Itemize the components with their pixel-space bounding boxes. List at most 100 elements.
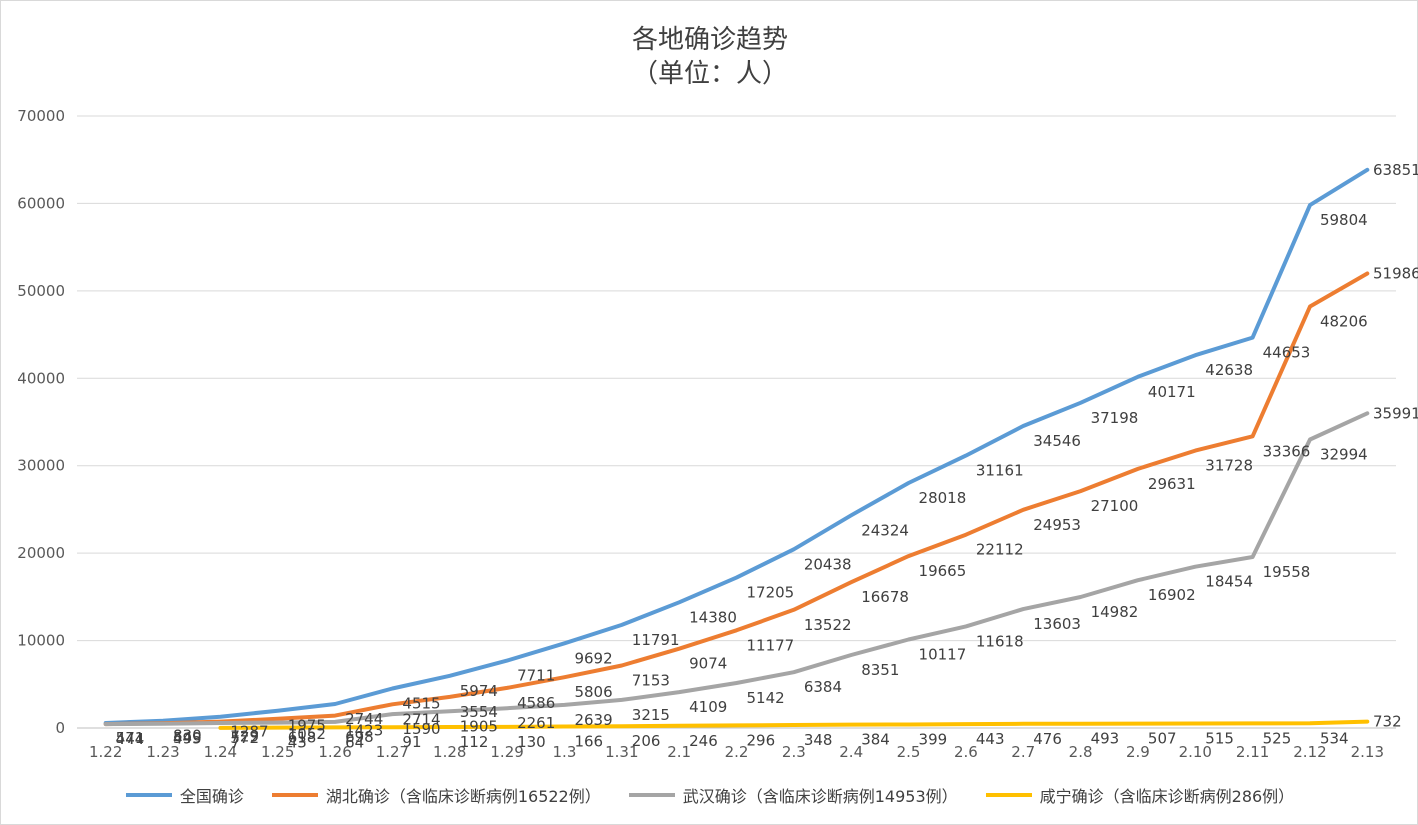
data-label: 44653 — [1263, 344, 1311, 362]
data-label: 830 — [173, 727, 202, 745]
data-label: 63851 — [1373, 161, 1418, 179]
y-tick-label: 10000 — [17, 632, 65, 650]
data-label: 1975 — [288, 717, 326, 735]
data-label: 51986 — [1373, 264, 1418, 282]
data-label: 3554 — [460, 703, 498, 721]
data-label: 525 — [1263, 729, 1292, 747]
y-tick-label: 60000 — [17, 194, 65, 212]
data-label: 495 — [173, 730, 202, 748]
x-tick-label: 2.11 — [1236, 743, 1269, 761]
data-label: 17205 — [747, 584, 795, 602]
legend-label: 武汉确诊（含临床诊断病例14953例） — [682, 787, 958, 806]
series-line-0 — [103, 167, 1370, 725]
data-label: 130 — [517, 733, 546, 751]
data-label: 18454 — [1205, 573, 1253, 591]
legend: 全国确诊 湖北确诊（含临床诊断病例16522例） 武汉确诊（含临床诊断病例14953… — [1, 783, 1418, 807]
x-tick-label: 1.23 — [146, 743, 179, 761]
data-label: 19558 — [1263, 563, 1311, 581]
data-label: 2639 — [574, 711, 612, 729]
x-tick-label: 2.4 — [839, 743, 863, 761]
data-label: 2744 — [345, 710, 383, 728]
x-tick-label: 2.7 — [1011, 743, 1035, 761]
data-label: 11791 — [632, 631, 680, 649]
data-label: 4515 — [402, 695, 440, 713]
data-label: 5974 — [460, 682, 498, 700]
y-tick-label: 50000 — [17, 282, 65, 300]
data-label: 43 — [288, 734, 307, 752]
data-label: 28018 — [919, 489, 967, 507]
data-label: 571 — [116, 729, 145, 747]
data-label: 732 — [1373, 713, 1402, 731]
x-tick-label: 1.27 — [376, 743, 409, 761]
data-label: 618 — [288, 729, 317, 747]
x-tick-label: 2.1 — [667, 743, 691, 761]
data-label: 7153 — [632, 671, 670, 689]
data-label: 6384 — [804, 678, 842, 696]
data-label: 14982 — [1091, 603, 1139, 621]
data-label: 9692 — [574, 649, 612, 667]
data-label: 348 — [804, 731, 833, 749]
chart-title: 各地确诊趋势 — [631, 25, 788, 55]
data-label: 13522 — [804, 616, 852, 634]
legend-label: 全国确诊 — [179, 787, 244, 806]
data-label: 2261 — [517, 714, 555, 732]
x-tick-label: 2.6 — [954, 743, 978, 761]
data-label: 1287 — [230, 723, 268, 741]
data-label: 4109 — [689, 698, 727, 716]
data-label: 64 — [345, 733, 364, 751]
data-label: 16678 — [861, 588, 909, 606]
x-tick-label: 1.31 — [605, 743, 638, 761]
x-tick-label: 1.24 — [204, 743, 237, 761]
data-label: 534 — [1320, 729, 1349, 747]
data-label: 476 — [1033, 730, 1062, 748]
data-label: 296 — [747, 731, 776, 749]
x-tick-label: 1.29 — [490, 743, 523, 761]
data-label: 444 — [116, 730, 145, 748]
x-tick-label: 2.5 — [897, 743, 921, 761]
legend-swatch — [271, 793, 318, 797]
y-tick-label: 40000 — [17, 369, 65, 387]
data-label: 443 — [976, 730, 1005, 748]
data-label: 572 — [230, 729, 259, 747]
data-label: 24324 — [861, 521, 909, 539]
series-line-1 — [103, 271, 1370, 727]
legend-swatch — [125, 793, 172, 797]
data-label: 32994 — [1320, 446, 1368, 464]
legend-swatch — [628, 793, 675, 797]
x-tick-label: 1.28 — [433, 743, 466, 761]
data-label: 444 — [116, 730, 145, 748]
data-label: 31161 — [976, 462, 1024, 480]
data-label: 166 — [574, 733, 603, 751]
data-label: 9074 — [689, 655, 727, 673]
x-tick-label: 2.8 — [1069, 743, 1093, 761]
legend-swatch — [985, 793, 1032, 797]
data-label: 1590 — [402, 720, 440, 738]
data-label: 7711 — [517, 667, 555, 685]
legend-item-1: 湖北确诊（含临床诊断病例16522例） — [271, 783, 601, 807]
x-tick-label: 1.25 — [261, 743, 294, 761]
data-label: 493 — [1091, 730, 1120, 748]
legend-item-0: 全国确诊 — [125, 783, 244, 807]
data-label: 29631 — [1148, 475, 1196, 493]
data-label: 549 — [173, 729, 202, 747]
data-label: 59804 — [1320, 211, 1368, 229]
data-label: 10117 — [919, 646, 967, 664]
data-label: 20438 — [804, 555, 852, 573]
data-label: 24953 — [1033, 516, 1081, 534]
x-tick-label: 1.22 — [89, 743, 122, 761]
data-label: 7 — [230, 734, 240, 752]
y-tick-label: 70000 — [17, 107, 65, 125]
x-tick-label: 2.2 — [725, 743, 749, 761]
data-label: 1052 — [288, 725, 326, 743]
x-tick-label: 2.3 — [782, 743, 806, 761]
data-label: 399 — [919, 731, 948, 749]
data-label: 507 — [1148, 730, 1177, 748]
legend-item-3: 咸宁确诊（含临床诊断病例286例） — [985, 783, 1294, 807]
x-tick-label: 1.26 — [318, 743, 351, 761]
x-tick-label: 2.10 — [1179, 743, 1212, 761]
series-line-3 — [218, 719, 1370, 730]
data-label: 384 — [861, 731, 890, 749]
chart-subtitle: （单位：人） — [631, 59, 788, 89]
data-label: 22112 — [976, 541, 1024, 559]
